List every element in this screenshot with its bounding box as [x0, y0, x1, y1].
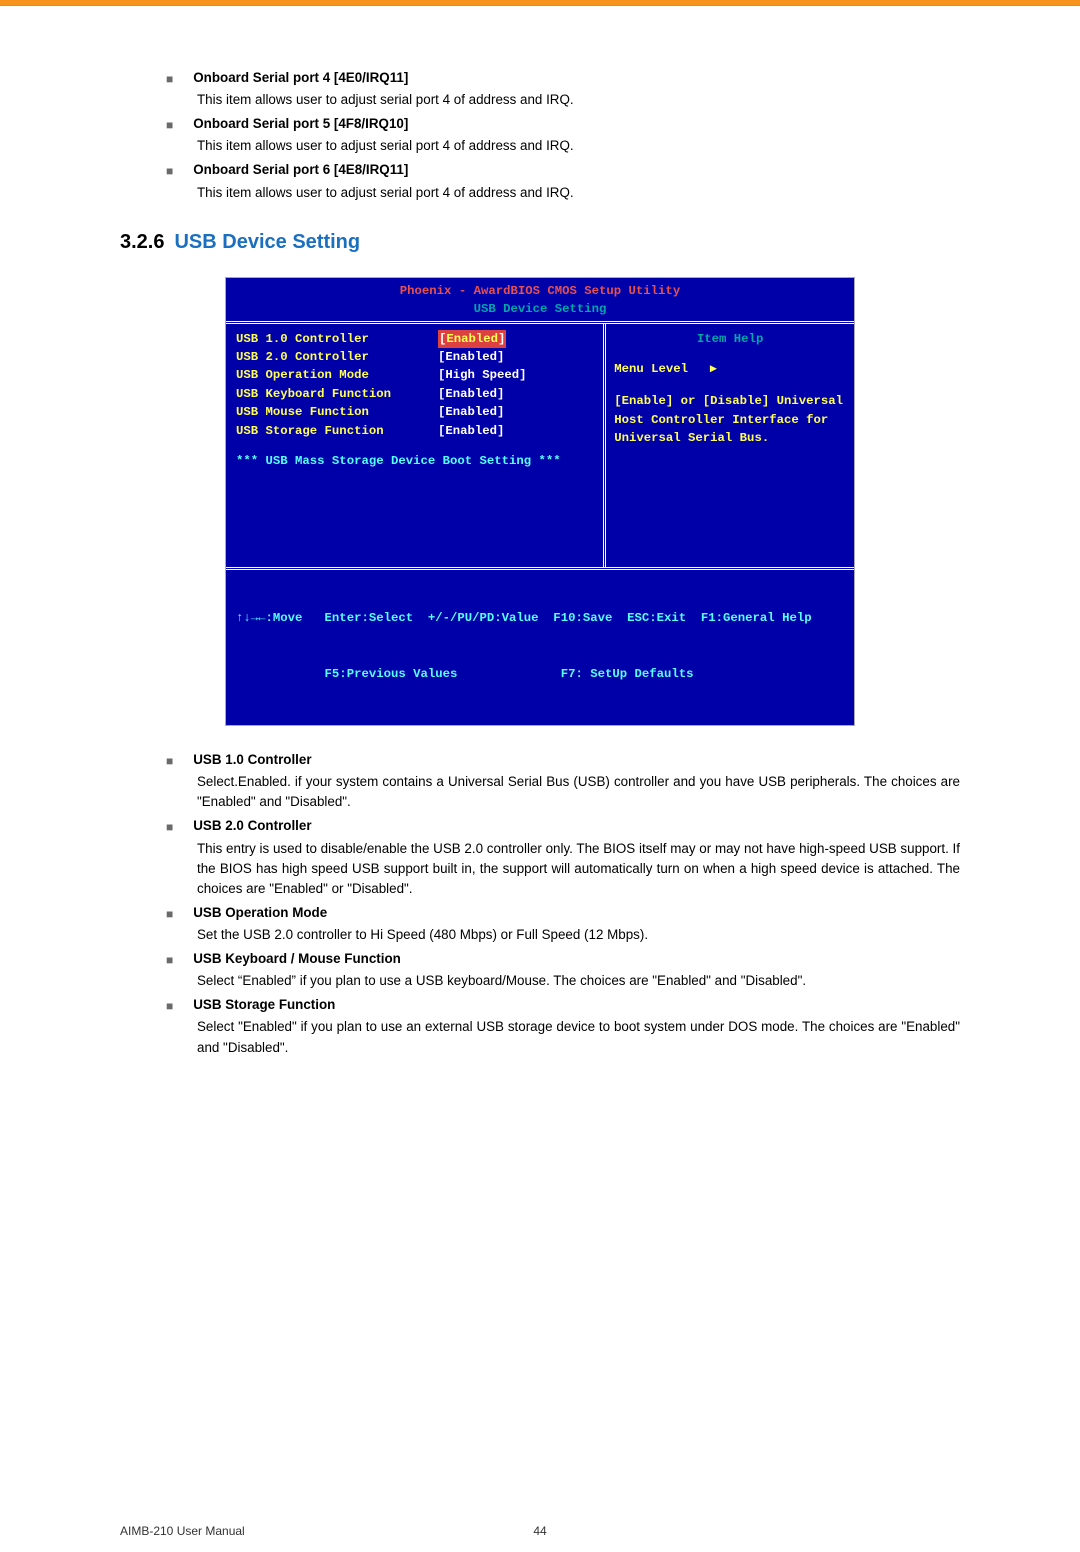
bullet-body: This item allows user to adjust serial p…	[197, 183, 960, 203]
bullet-item: ■ Onboard Serial port 4 [4E0/IRQ11]	[166, 68, 960, 88]
bios-help-panel: Item Help Menu Level ▸ [Enable] or [Disa…	[606, 324, 854, 567]
bullet-body: Select “Enabled” if you plan to use a US…	[197, 971, 960, 991]
bios-setting-label: USB Keyboard Function	[236, 385, 438, 403]
bios-menu-level-text: Menu Level	[614, 362, 710, 376]
bullet-body: Select "Enabled" if you plan to use an e…	[197, 1017, 960, 1057]
bullet-heading: Onboard Serial port 6 [4E8/IRQ11]	[193, 160, 408, 180]
bullet-item: ■ USB Storage FunctionSelect "Enabled" if…	[166, 995, 960, 1057]
bullet-item: ■ USB Keyboard / Mouse FunctionSelect “En…	[166, 949, 960, 991]
bullet-square-icon: ■	[166, 818, 173, 836]
bullet-body: This item allows user to adjust serial p…	[197, 90, 960, 110]
bios-setting-value: [Enabled]	[438, 422, 504, 440]
bullet-item: ■ USB Operation ModeSet the USB 2.0 contr…	[166, 903, 960, 945]
bios-setting-label: USB 2.0 Controller	[236, 348, 438, 366]
bios-menu-level: Menu Level ▸	[614, 360, 846, 378]
bullet-heading: USB Keyboard / Mouse Function	[193, 949, 401, 969]
bullet-heading: Onboard Serial port 4 [4E0/IRQ11]	[193, 68, 408, 88]
bios-setting-value-highlighted: [Enabled]	[438, 330, 506, 348]
page-footer: AIMB-210 User Manual 44	[0, 1522, 1080, 1552]
top-bullet-list: ■Onboard Serial port 4 [4E0/IRQ11]This i…	[166, 68, 960, 203]
section-title: USB Device Setting	[174, 227, 360, 257]
bios-header-line2: USB Device Setting	[226, 300, 854, 318]
bios-item-help-title: Item Help	[614, 330, 846, 348]
bullet-body: This entry is used to disable/enable the…	[197, 839, 960, 899]
bios-mass-storage-heading: *** USB Mass Storage Device Boot Setting…	[236, 452, 595, 470]
page-content: ■Onboard Serial port 4 [4E0/IRQ11]This i…	[0, 6, 1080, 1102]
bullet-heading: USB Storage Function	[193, 995, 335, 1015]
bios-footer: ↑↓→←:Move Enter:Select +/-/PU/PD:Value F…	[226, 570, 854, 726]
bios-screen: Phoenix - AwardBIOS CMOS Setup Utility U…	[225, 277, 855, 726]
bios-setting-row: USB 1.0 Controller[Enabled]	[236, 330, 595, 348]
bios-screenshot: Phoenix - AwardBIOS CMOS Setup Utility U…	[120, 277, 960, 726]
bullet-item: ■ USB 2.0 Controller This entry is used to…	[166, 816, 960, 898]
bullet-body: Select.Enabled. if your system contains …	[197, 772, 960, 812]
bios-setting-value: [Enabled]	[438, 385, 504, 403]
footer-page-number: 44	[533, 1522, 546, 1540]
bottom-bullet-list: ■ USB 1.0 ControllerSelect.Enabled. if yo…	[166, 750, 960, 1058]
bios-setting-label: USB Mouse Function	[236, 403, 438, 421]
bios-setting-value: [Enabled]	[438, 348, 504, 366]
bullet-heading: USB 1.0 Controller	[193, 750, 311, 770]
bios-footer-line2: F5:Previous Values F7: SetUp Defaults	[236, 665, 844, 683]
footer-manual-name: AIMB-210 User Manual	[120, 1522, 245, 1540]
bullet-square-icon: ■	[166, 951, 173, 969]
bullet-square-icon: ■	[166, 905, 173, 923]
bios-help-text: [Enable] or [Disable] Universal Host Con…	[614, 392, 846, 447]
bullet-item: ■ USB 1.0 ControllerSelect.Enabled. if yo…	[166, 750, 960, 812]
section-heading: 3.2.6 USB Device Setting	[120, 227, 960, 257]
bios-setting-value: [Enabled]	[438, 403, 504, 421]
bullet-square-icon: ■	[166, 997, 173, 1015]
bios-setting-row: USB Mouse Function[Enabled]	[236, 403, 595, 421]
bios-setting-label: USB Storage Function	[236, 422, 438, 440]
bullet-item: ■ Onboard Serial port 5 [4F8/IRQ10]	[166, 114, 960, 134]
bios-setting-row: USB Storage Function[Enabled]	[236, 422, 595, 440]
bios-header-line1: Phoenix - AwardBIOS CMOS Setup Utility	[226, 282, 854, 300]
bullet-heading: USB 2.0 Controller	[193, 816, 311, 836]
section-number: 3.2.6	[120, 227, 164, 257]
bullet-heading: USB Operation Mode	[193, 903, 327, 923]
bios-body: USB 1.0 Controller[Enabled]USB 2.0 Contr…	[226, 321, 854, 570]
bullet-heading: Onboard Serial port 5 [4F8/IRQ10]	[193, 114, 408, 134]
bios-setting-value: [High Speed]	[438, 366, 527, 384]
bullet-square-icon: ■	[166, 70, 173, 88]
bios-setting-row: USB 2.0 Controller[Enabled]	[236, 348, 595, 366]
bullet-body: This item allows user to adjust serial p…	[197, 136, 960, 156]
bullet-square-icon: ■	[166, 162, 173, 180]
bios-setting-label: USB 1.0 Controller	[236, 330, 438, 348]
bios-setting-row: USB Keyboard Function[Enabled]	[236, 385, 595, 403]
bullet-body: Set the USB 2.0 controller to Hi Speed (…	[197, 925, 960, 945]
bios-setting-label: USB Operation Mode	[236, 366, 438, 384]
bios-footer-line1: ↑↓→←:Move Enter:Select +/-/PU/PD:Value F…	[236, 609, 844, 627]
bios-setting-row: USB Operation Mode[High Speed]	[236, 366, 595, 384]
bios-settings-panel: USB 1.0 Controller[Enabled]USB 2.0 Contr…	[226, 324, 606, 567]
bullet-square-icon: ■	[166, 752, 173, 770]
bullet-item: ■ Onboard Serial port 6 [4E8/IRQ11]	[166, 160, 960, 180]
bios-arrow-icon: ▸	[710, 362, 716, 376]
bios-header: Phoenix - AwardBIOS CMOS Setup Utility U…	[226, 278, 854, 321]
bullet-square-icon: ■	[166, 116, 173, 134]
